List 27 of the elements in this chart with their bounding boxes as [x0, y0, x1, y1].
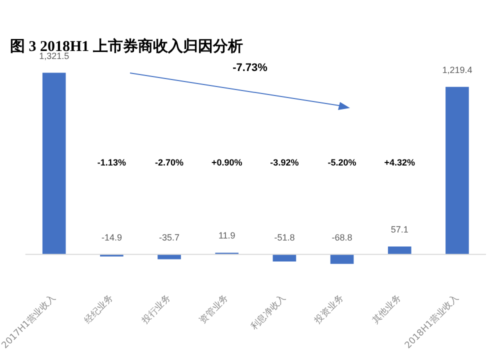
- annotation: +0.90%: [211, 157, 242, 168]
- annotation: -1.13%: [97, 157, 126, 168]
- data-label: -35.7: [159, 232, 180, 242]
- annotation: -5.20%: [328, 157, 356, 168]
- data-label: 1,321.5: [39, 50, 70, 61]
- x-tick-label: 利息净收入: [248, 292, 288, 332]
- x-tick-label: 资管业务: [197, 292, 231, 326]
- data-label: -14.9: [101, 232, 122, 242]
- data-label: 57.1: [390, 224, 408, 235]
- x-tick-label: 经纪业务: [82, 292, 116, 326]
- bar: [272, 254, 296, 262]
- bar: [388, 246, 412, 254]
- x-tick-label: 投行业务: [139, 292, 174, 327]
- annotation: -3.92%: [270, 157, 299, 168]
- bar: [446, 86, 469, 254]
- data-label: -68.8: [332, 232, 352, 242]
- annotation: -7.73%: [232, 62, 268, 74]
- data-label: -51.8: [274, 232, 295, 242]
- bar: [330, 254, 354, 264]
- annotation: -2.70%: [155, 157, 184, 168]
- bar: [158, 254, 181, 260]
- data-label: 11.9: [218, 230, 236, 241]
- annotation: +4.32%: [384, 157, 416, 168]
- bar: [42, 72, 66, 254]
- x-tick-label: 其他业务: [370, 292, 404, 326]
- x-tick-label: 投资业务: [312, 292, 346, 327]
- data-label: 1,219.4: [442, 64, 472, 75]
